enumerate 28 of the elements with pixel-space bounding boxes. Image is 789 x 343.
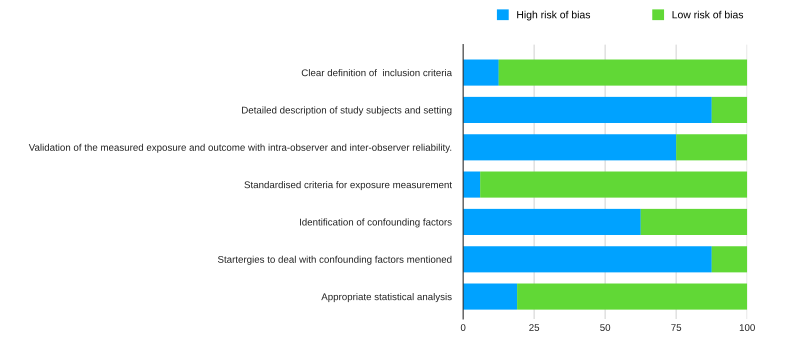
bar <box>463 60 499 86</box>
x-tick-label: 100 <box>740 324 755 331</box>
bar <box>480 172 748 198</box>
bar <box>498 60 748 86</box>
y-tick-label: Clear definition of inclusion criteria <box>302 69 452 76</box>
y-tick-label: Standardised criteria for exposure measurement <box>244 181 452 190</box>
bar <box>463 172 480 198</box>
bar <box>463 96 712 123</box>
legend-label: High risk of bias <box>517 10 590 20</box>
x-tick-label: 50 <box>600 324 610 331</box>
bar <box>463 284 518 310</box>
bar <box>517 284 748 310</box>
bar <box>712 246 748 272</box>
y-tick-label: Appropriate statistical analysis <box>321 293 452 302</box>
legend-label: Low risk of bias <box>672 10 744 18</box>
x-tick-label: 25 <box>529 324 540 331</box>
y-tick-label: Detailed description of study subjects and setting <box>242 106 452 116</box>
bar <box>463 208 641 235</box>
bar <box>640 208 748 235</box>
x-tick-label: 0 <box>460 324 466 331</box>
bar <box>712 96 748 123</box>
y-tick-label: Startergies to deal with confounding factors mentioned <box>218 256 452 265</box>
x-tick-label: 75 <box>671 324 682 331</box>
bar <box>463 246 712 272</box>
y-tick-label: Identification of confounding factors <box>300 218 452 228</box>
bar <box>463 134 676 160</box>
y-tick-label: Validation of the measured exposure and outcome with intra-observer and inter-observer reliability. <box>28 144 452 153</box>
bar <box>676 134 748 160</box>
